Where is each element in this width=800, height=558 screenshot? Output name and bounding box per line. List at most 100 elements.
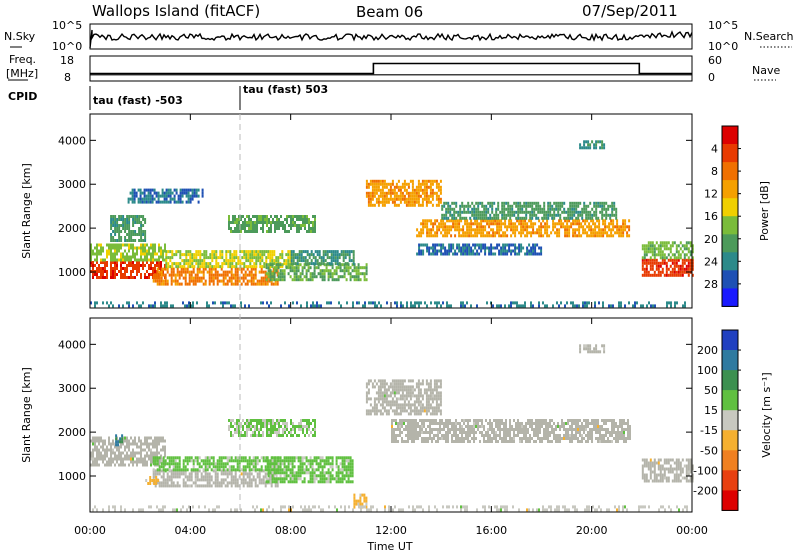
data-cell: [197, 468, 199, 471]
data-cell: [128, 276, 130, 279]
data-cell: [412, 183, 414, 186]
data-cell: [244, 431, 246, 434]
data-cell: [504, 253, 506, 256]
data-cell: [209, 459, 211, 462]
data-cell: [418, 183, 420, 186]
data-cell: [491, 208, 493, 211]
data-cell: [154, 440, 156, 443]
data-cell: [588, 228, 590, 231]
data-cell: [292, 480, 294, 483]
data-cell: [171, 481, 173, 484]
data-cell: [161, 484, 163, 487]
data-cell: [410, 406, 412, 409]
data-cell: [394, 412, 396, 415]
data-cell: [352, 480, 354, 483]
data-cell: [374, 186, 376, 189]
data-cell: [332, 474, 334, 477]
data-cell: [590, 228, 592, 231]
data-cell: [207, 459, 209, 462]
data-cell: [159, 274, 161, 277]
data-cell: [146, 440, 148, 443]
data-cell: [346, 459, 348, 462]
data-cell: [197, 456, 199, 459]
data-cell: [122, 259, 124, 262]
data-cell: [310, 459, 312, 462]
data-cell: [148, 276, 150, 279]
data-cell: [164, 201, 166, 204]
data-cell: [285, 262, 287, 265]
data-cell: [153, 472, 155, 475]
data-cell: [237, 481, 239, 484]
data-cell: [284, 477, 286, 480]
data-cell: [642, 268, 644, 271]
data-cell: [298, 215, 300, 218]
data-cell: [251, 283, 253, 286]
data-cell: [332, 278, 334, 281]
data-cell: [235, 468, 237, 471]
data-cell: [154, 259, 156, 262]
data-cell: [177, 465, 179, 468]
data-cell: [263, 250, 265, 253]
data-cell: [390, 391, 392, 394]
data-cell: [314, 221, 316, 224]
data-cell: [248, 218, 250, 221]
data-cell: [452, 225, 454, 228]
data-cell: [140, 227, 142, 230]
data-cell: [258, 218, 260, 221]
data-cell: [420, 406, 422, 409]
data-cell: [331, 253, 333, 256]
data-cell: [350, 456, 352, 459]
data-cell: [247, 280, 249, 283]
data-cell: [432, 244, 434, 247]
data-cell: [265, 250, 267, 253]
data-cell: [366, 394, 368, 397]
data-cell: [166, 198, 168, 201]
data-cell: [398, 391, 400, 394]
data-cell: [290, 431, 292, 434]
data-cell: [378, 388, 380, 391]
data-cell: [328, 480, 330, 483]
data-cell: [441, 208, 443, 211]
data-cell: [304, 224, 306, 227]
data-cell: [320, 272, 322, 275]
data-cell: [555, 205, 557, 208]
data-cell: [316, 304, 318, 307]
data-cell: [368, 388, 370, 391]
data-cell: [380, 388, 382, 391]
data-cell: [148, 437, 150, 440]
data-cell: [259, 468, 261, 471]
data-cell: [108, 244, 110, 247]
data-cell: [404, 180, 406, 183]
data-cell: [266, 459, 268, 462]
data-cell: [332, 459, 334, 462]
data-cell: [519, 217, 521, 220]
data-cell: [302, 215, 304, 218]
data-cell: [155, 456, 157, 459]
data-cell: [442, 253, 444, 256]
data-cell: [420, 403, 422, 406]
data-cell: [480, 222, 482, 225]
data-cell: [394, 198, 396, 201]
data-cell: [146, 201, 148, 204]
data-cell: [540, 222, 542, 225]
data-cell: [662, 241, 664, 244]
data-cell: [339, 256, 341, 259]
data-cell: [500, 225, 502, 228]
data-cell: [185, 274, 187, 277]
data-cell: [165, 468, 167, 471]
data-cell: [342, 462, 344, 465]
data-cell: [106, 261, 108, 264]
data-cell: [412, 192, 414, 195]
data-cell: [274, 459, 276, 462]
data-cell: [416, 409, 418, 412]
data-cell: [173, 274, 175, 277]
data-cell: [320, 480, 322, 483]
data-cell: [164, 452, 166, 455]
data-cell: [520, 225, 522, 228]
data-cell: [140, 221, 142, 224]
data-cell: [328, 471, 330, 474]
data-cell: [303, 259, 305, 262]
data-cell: [122, 458, 124, 461]
data-cell: [654, 244, 656, 247]
data-cell: [354, 275, 356, 278]
